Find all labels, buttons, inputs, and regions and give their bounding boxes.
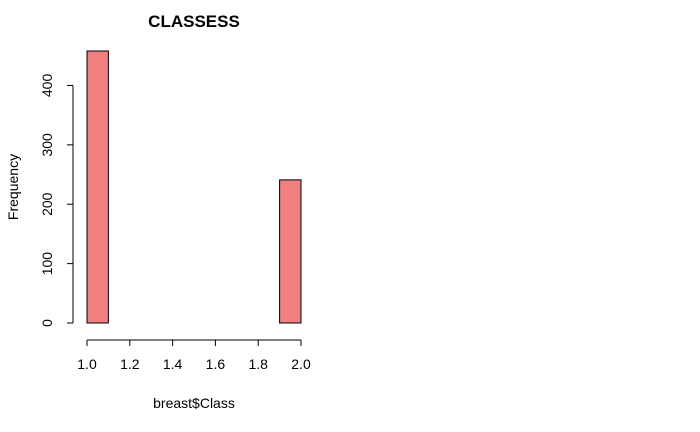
y-tick-label: 0 (39, 319, 55, 327)
histogram-bar (86, 50, 109, 324)
y-tick-label: 200 (39, 192, 55, 216)
x-tick-label: 1.2 (120, 356, 140, 372)
chart-title: CLASSESS (148, 12, 240, 31)
y-axis: 0 100 200 300 400 (39, 74, 74, 327)
y-axis-label: Frequency (5, 154, 21, 220)
histogram-bar (279, 179, 302, 324)
y-tick-label: 400 (39, 74, 55, 98)
histogram-bars (86, 50, 302, 324)
x-axis-label: breast$Class (153, 395, 235, 411)
y-tick-label: 100 (39, 252, 55, 276)
x-tick-label: 1.8 (248, 356, 268, 372)
x-tick-label: 1.0 (77, 356, 97, 372)
x-tick-label: 1.4 (163, 356, 183, 372)
x-tick-label: 1.6 (206, 356, 226, 372)
x-axis: 1.0 1.2 1.4 1.6 1.8 2.0 (77, 339, 311, 372)
y-tick-label: 300 (39, 133, 55, 157)
x-tick-label: 2.0 (291, 356, 311, 372)
